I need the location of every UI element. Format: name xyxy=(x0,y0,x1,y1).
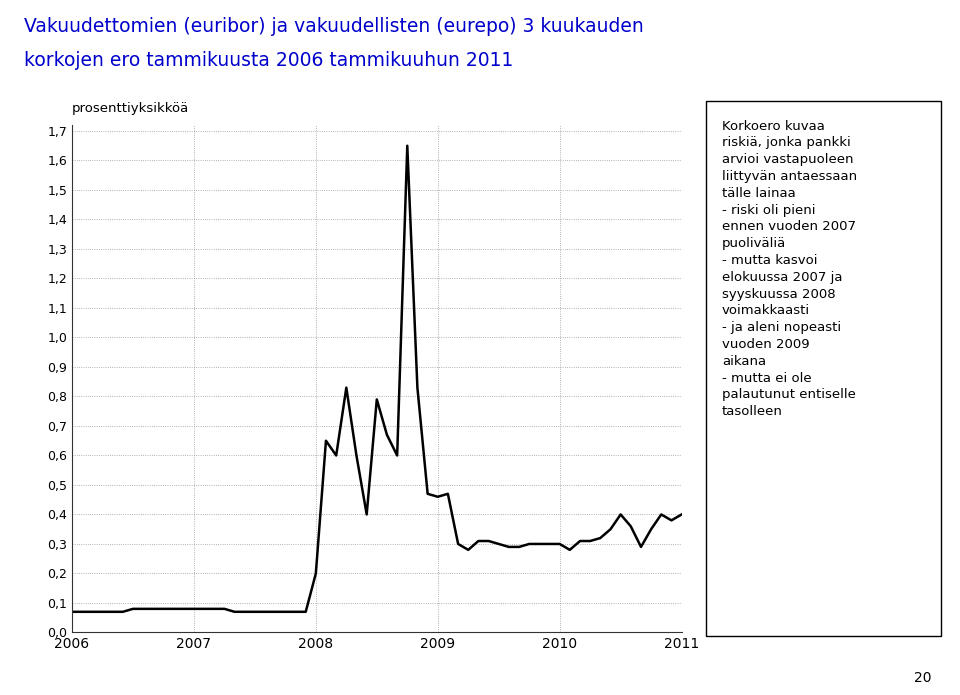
Text: Korkoero kuvaa
riskiä, jonka pankki
arvioi vastapuoleen
liittyvän antaessaan
täl: Korkoero kuvaa riskiä, jonka pankki arvi… xyxy=(722,120,857,418)
Text: korkojen ero tammikuusta 2006 tammikuuhun 2011: korkojen ero tammikuusta 2006 tammikuuhu… xyxy=(24,51,514,70)
Text: prosenttiyksikköä: prosenttiyksikköä xyxy=(72,101,189,115)
Text: Vakuudettomien (euribor) ja vakuudellisten (eurepo) 3 kuukauden: Vakuudettomien (euribor) ja vakuudellist… xyxy=(24,17,644,36)
FancyBboxPatch shape xyxy=(706,101,941,636)
Text: 20: 20 xyxy=(914,671,931,685)
